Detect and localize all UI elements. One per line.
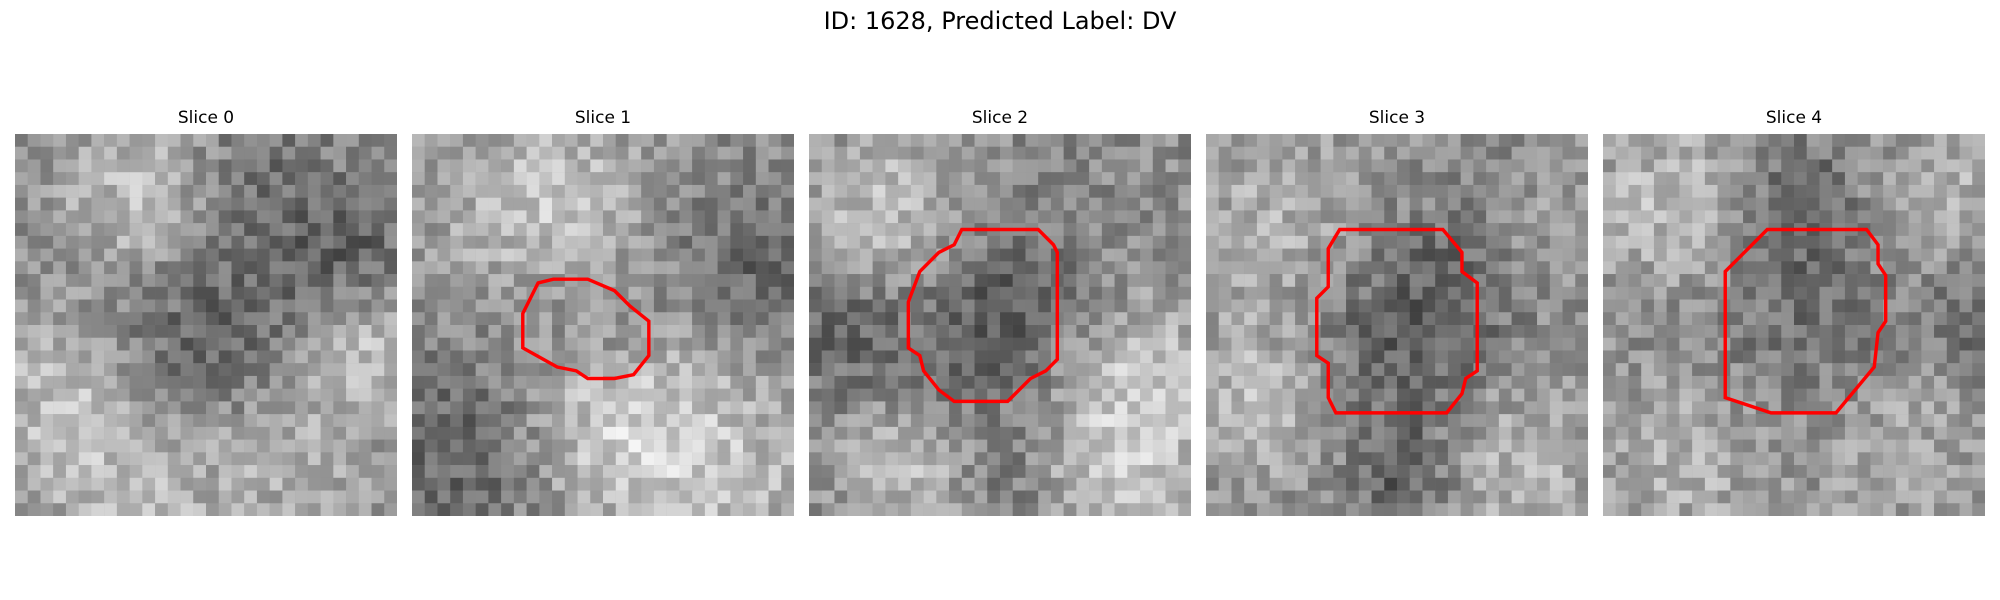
- slice-title-3: Slice 3: [1368, 108, 1426, 128]
- figure-title: ID: 1628, Predicted Label: DV: [823, 7, 1177, 35]
- slice-title-0: Slice 0: [177, 108, 235, 128]
- segmentation-contour-4: [1723, 227, 1888, 415]
- slice-pixels-4: [1603, 134, 1985, 516]
- slice-pixels-2: [809, 134, 1191, 516]
- segmentation-contour-1: [521, 277, 651, 381]
- slice-pixels-0: [15, 134, 397, 516]
- slice-image-3: [1206, 134, 1588, 516]
- slice-pixels-3: [1206, 134, 1588, 516]
- slice-pixels-1: [412, 134, 794, 516]
- slice-title-2: Slice 2: [971, 108, 1029, 128]
- slice-title-1: Slice 1: [574, 108, 632, 128]
- slice-title-4: Slice 4: [1765, 108, 1823, 128]
- slice-image-0: [15, 134, 397, 516]
- slice-image-1: [412, 134, 794, 516]
- slice-image-2: [809, 134, 1191, 516]
- segmentation-contour-2: [906, 227, 1060, 404]
- slice-image-4: [1603, 134, 1985, 516]
- segmentation-contour-3: [1315, 227, 1479, 415]
